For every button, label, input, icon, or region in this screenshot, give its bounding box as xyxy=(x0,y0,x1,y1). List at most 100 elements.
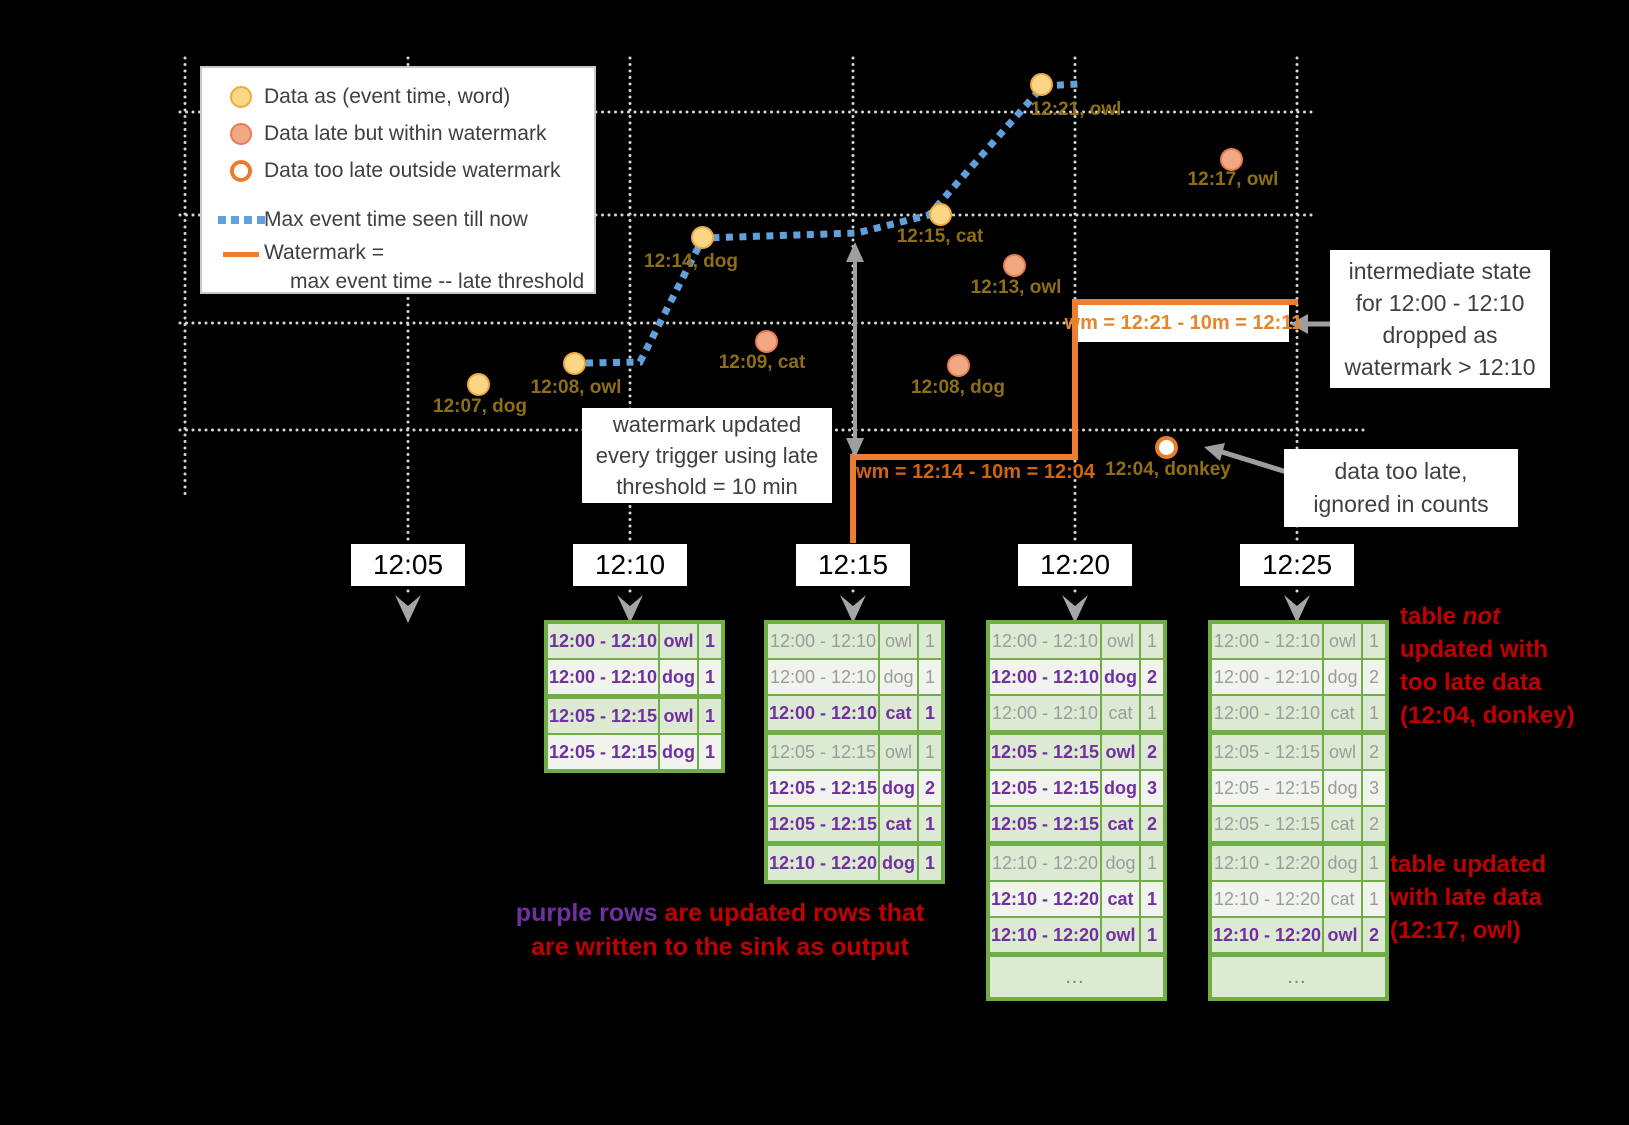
table-cell-word: cat xyxy=(1102,696,1139,730)
table-row: 12:05 - 12:15 dog 3 xyxy=(990,771,1163,805)
too-late-arrow xyxy=(1204,443,1291,476)
table-cell-win: 12:00 - 12:10 xyxy=(768,624,878,658)
table-cell-win: 12:00 - 12:10 xyxy=(768,696,878,730)
table-row: 12:10 - 12:20 dog 1 xyxy=(990,846,1163,880)
watermark-line xyxy=(850,299,1298,543)
note-text: updated with too late data (12:04, donke… xyxy=(1400,636,1575,729)
table-cell-win: 12:10 - 12:20 xyxy=(1212,918,1322,952)
table-cell-word: cat xyxy=(1102,807,1139,841)
table-row: 12:05 - 12:15 cat 2 xyxy=(1212,807,1385,841)
data-point-on-time xyxy=(690,225,714,249)
table-cell-cnt: 2 xyxy=(1141,735,1163,769)
table-cell-cnt: 1 xyxy=(919,660,941,694)
table-updated-note: table updated with late data (12:17, owl… xyxy=(1390,851,1547,944)
table-cell-win: 12:00 - 12:10 xyxy=(768,660,878,694)
data-point-label: 12:08, owl xyxy=(530,377,622,398)
table-cell-word: cat xyxy=(1324,696,1361,730)
table-cell-word: cat xyxy=(880,696,917,730)
data-point-on-time xyxy=(562,351,586,375)
table-cell-word: owl xyxy=(1324,735,1361,769)
table-row: 12:05 - 12:15 owl 2 xyxy=(990,735,1163,769)
late-point-icon xyxy=(218,122,264,145)
table-cell-win: 12:00 - 12:10 xyxy=(548,624,658,658)
legend-item-label: Max event time seen till now xyxy=(264,207,528,231)
table-cell-win: 12:05 - 12:15 xyxy=(768,771,878,805)
data-point-on-time xyxy=(1029,72,1053,96)
table-cell-cnt: 1 xyxy=(1141,696,1163,730)
table-cell-word: owl xyxy=(1102,735,1139,769)
table-row: 12:05 - 12:15 dog 1 xyxy=(548,735,721,769)
table-cell-word: dog xyxy=(1324,846,1361,880)
table-cell-win: 12:10 - 12:20 xyxy=(990,882,1100,916)
watermark-label-line2: max event time -- late threshold xyxy=(290,270,585,293)
trigger-time-label: 12:15 xyxy=(796,544,910,586)
legend-item-label: Data too late outside watermark xyxy=(264,158,561,182)
table-cell-word: dog xyxy=(1102,846,1139,880)
data-point-label: 12:15, cat xyxy=(896,226,984,247)
data-point-on-time xyxy=(466,372,490,396)
table-cell-cnt: 1 xyxy=(1141,846,1163,880)
table-row: 12:10 - 12:20 owl 1 xyxy=(990,918,1163,952)
result-table-12:20: 12:00 - 12:10 owl 1 12:00 - 12:10 dog 2 12:00 … xyxy=(986,620,1167,1001)
table-cell-cnt: 1 xyxy=(699,660,721,694)
table-cell-word: owl xyxy=(660,699,697,733)
purple-rows-lead: purple rows xyxy=(515,899,658,927)
table-cell-cnt: 2 xyxy=(1363,918,1385,952)
table-cell-cnt: 3 xyxy=(1363,771,1385,805)
table-cell-word: owl xyxy=(880,624,917,658)
table-row: 12:05 - 12:15 owl 1 xyxy=(548,699,721,733)
data-point-label: 12:13, owl xyxy=(970,277,1062,298)
table-cell-cnt: 1 xyxy=(1363,624,1385,658)
table-cell-cnt: 1 xyxy=(919,846,941,880)
trigger-time-label: 12:20 xyxy=(1018,544,1132,586)
table-cell-win: 12:05 - 12:15 xyxy=(990,771,1100,805)
table-cell-win: 12:05 - 12:15 xyxy=(1212,807,1322,841)
table-cell-word: cat xyxy=(880,807,917,841)
table-cell-win: 12:05 - 12:15 xyxy=(990,735,1100,769)
table-row: 12:00 - 12:10 cat 1 xyxy=(768,696,941,730)
table-cell-cnt: 3 xyxy=(1141,771,1163,805)
legend-item-label: Data late but within watermark xyxy=(264,121,547,145)
table-cell-cnt: 2 xyxy=(1363,660,1385,694)
intermediate-state-arrow xyxy=(1290,314,1334,334)
table-cell-word: cat xyxy=(1324,807,1361,841)
table-cell-win: 12:05 - 12:15 xyxy=(768,735,878,769)
table-cell-word: dog xyxy=(880,660,917,694)
table-cell-word: dog xyxy=(1324,660,1361,694)
max-event-time-line xyxy=(585,80,1079,367)
table-cell-win: 12:00 - 12:10 xyxy=(548,660,658,694)
table-cell-cnt: 1 xyxy=(699,735,721,769)
trigger-time-label: 12:05 xyxy=(351,544,465,586)
table-cell-win: 12:00 - 12:10 xyxy=(990,696,1100,730)
trigger-arrows xyxy=(395,595,1310,623)
table-row: 12:10 - 12:20 dog 1 xyxy=(768,846,941,880)
table-cell-win: 12:05 - 12:15 xyxy=(1212,735,1322,769)
purple-rows-note: purple rows are updated rows that are wr… xyxy=(440,896,1000,964)
data-point-late xyxy=(1002,253,1026,277)
table-cell-word: owl xyxy=(1102,918,1139,952)
intermediate-state-note: intermediate state for 12:00 - 12:10 dro… xyxy=(1330,250,1550,388)
data-point-late xyxy=(946,353,970,377)
trigger-time-label: 12:25 xyxy=(1240,544,1354,586)
data-point-late xyxy=(1219,147,1243,171)
table-cell-cnt: 1 xyxy=(699,624,721,658)
watermark-value-1: wm = 12:14 - 10m = 12:04 xyxy=(856,461,1096,483)
table-row: 12:00 - 12:10 owl 1 xyxy=(548,624,721,658)
legend-spacer xyxy=(218,189,594,201)
table-cell-win: 12:00 - 12:10 xyxy=(1212,660,1322,694)
table-cell-win: 12:10 - 12:20 xyxy=(990,846,1100,880)
result-table-12:10: 12:00 - 12:10 owl 1 12:00 - 12:10 dog 1 12:05 … xyxy=(544,620,725,773)
table-cell-cnt: 1 xyxy=(1363,882,1385,916)
table-ellipsis-row: … xyxy=(1212,957,1385,997)
too-late-point-icon xyxy=(218,159,264,182)
table-row: 12:00 - 12:10 dog 2 xyxy=(990,660,1163,694)
table-cell-cnt: 1 xyxy=(699,699,721,733)
legend-item-max-event-time: Max event time seen till now xyxy=(217,201,594,238)
table-cell-word: owl xyxy=(1324,624,1361,658)
table-row: 12:00 - 12:10 owl 1 xyxy=(1212,624,1385,658)
table-cell-cnt: 1 xyxy=(919,696,941,730)
table-row: 12:00 - 12:10 owl 1 xyxy=(768,624,941,658)
table-cell-cnt: 2 xyxy=(1141,660,1163,694)
table-cell-word: dog xyxy=(880,846,917,880)
table-cell-word: dog xyxy=(1102,771,1139,805)
